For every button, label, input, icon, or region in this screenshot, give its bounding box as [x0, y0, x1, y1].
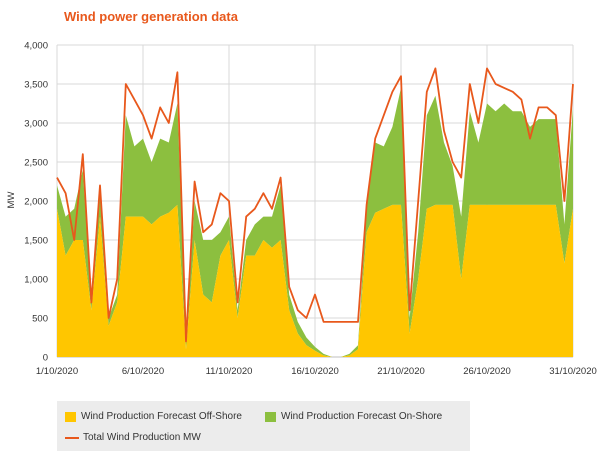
legend-swatch-total	[65, 436, 79, 439]
plot-lines	[56, 67, 574, 343]
y-axis-ticks: 0 500 1,000 1,500 2,000 2,500 3,000 3,500 4,000	[24, 41, 48, 364]
x-tick-label: 11/10/2020	[206, 366, 253, 377]
x-tick-label: 16/10/2020	[291, 366, 339, 377]
total-production-line	[56, 67, 574, 343]
legend-swatch-onshore	[265, 411, 276, 422]
y-tick-label: 1,000	[24, 275, 48, 286]
legend-label-total: Total Wind Production MW	[83, 432, 201, 443]
y-tick-label: 3,500	[24, 80, 48, 91]
x-tick-label: 26/10/2020	[463, 366, 511, 377]
y-tick-label: 4,000	[24, 41, 48, 52]
legend: Wind Production Forecast Off-Shore Wind …	[57, 401, 470, 451]
y-tick-label: 2,500	[24, 158, 48, 169]
x-tick-label: 21/10/2020	[377, 366, 425, 377]
legend-item-onshore: Wind Production Forecast On-Shore	[265, 411, 442, 422]
legend-swatch-offshore	[65, 411, 76, 422]
x-axis-ticks: 1/10/2020 6/10/2020 11/10/2020 16/10/2020 21…	[36, 366, 597, 377]
x-tick-label: 31/10/2020	[549, 366, 597, 377]
x-tick-label: 1/10/2020	[36, 366, 78, 377]
y-tick-label: 3,000	[24, 119, 48, 130]
onshore-area	[57, 87, 573, 358]
legend-item-offshore: Wind Production Forecast Off-Shore	[65, 411, 242, 422]
legend-label-onshore: Wind Production Forecast On-Shore	[281, 411, 443, 422]
legend-item-total: Total Wind Production MW	[65, 432, 201, 443]
y-axis-title: MW	[6, 192, 17, 209]
chart-title: Wind power generation data	[64, 9, 238, 24]
chart-svg: 05001,0001,5002,0002,5003,0003,5004,000 …	[6, 41, 597, 378]
legend-label-offshore: Wind Production Forecast Off-Shore	[81, 411, 242, 422]
y-tick-label: 500	[32, 314, 48, 325]
offshore-area	[57, 204, 573, 357]
plot-areas	[57, 87, 573, 358]
y-tick-label: 2,000	[24, 197, 48, 208]
y-tick-label: 1,500	[24, 236, 48, 247]
y-tick-label: 0	[43, 353, 48, 364]
x-tick-label: 6/10/2020	[122, 366, 164, 377]
